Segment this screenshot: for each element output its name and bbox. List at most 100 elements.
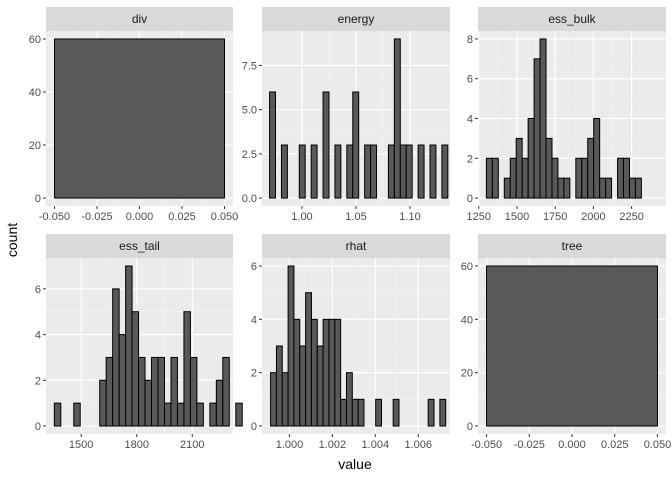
y-tick-label: 60 bbox=[461, 261, 473, 273]
histogram-bar bbox=[280, 144, 288, 199]
histogram-bar bbox=[351, 398, 359, 427]
x-tick-label: 1.004 bbox=[362, 439, 390, 451]
x-tick-label: -0.025 bbox=[81, 211, 112, 223]
histogram-bar bbox=[392, 398, 400, 427]
histogram-bar bbox=[599, 177, 607, 199]
histogram-bar bbox=[352, 91, 360, 199]
histogram-bar bbox=[112, 288, 120, 427]
facet-strip bbox=[478, 234, 666, 258]
histogram-bar bbox=[491, 157, 499, 199]
y-tick-label: 2 bbox=[467, 153, 473, 165]
histogram-bar bbox=[527, 118, 535, 199]
histogram-bar bbox=[298, 144, 306, 199]
histogram-bar bbox=[628, 177, 636, 199]
histogram-bar bbox=[54, 38, 225, 199]
histogram-bar bbox=[429, 144, 437, 199]
y-tick-label: 4 bbox=[251, 314, 257, 326]
histogram-bar bbox=[310, 318, 318, 427]
histogram-bar bbox=[270, 372, 277, 427]
y-tick-label: 7.5 bbox=[242, 60, 257, 72]
x-tick-label: 0.050 bbox=[644, 439, 672, 451]
facet-strip bbox=[46, 7, 233, 31]
histogram-bar bbox=[299, 345, 307, 427]
x-tick-label: 1250 bbox=[467, 211, 491, 223]
histogram-bar bbox=[533, 58, 541, 199]
histogram-bar bbox=[157, 356, 165, 427]
histogram-bar bbox=[593, 118, 601, 199]
histogram-bar bbox=[176, 402, 185, 427]
x-tick-label: 1.006 bbox=[404, 439, 432, 451]
x-tick-label: 2000 bbox=[581, 211, 605, 223]
histogram-bar bbox=[125, 265, 133, 427]
x-tick-label: 1.05 bbox=[345, 211, 366, 223]
x-tick-label: 1.10 bbox=[399, 211, 420, 223]
histogram-bar bbox=[634, 177, 642, 199]
histogram-bar bbox=[387, 144, 395, 199]
histogram-bar bbox=[73, 402, 81, 427]
histogram-bar bbox=[170, 356, 178, 427]
histogram-bar bbox=[439, 398, 447, 427]
histogram-bar bbox=[551, 157, 559, 199]
histogram-bar bbox=[364, 144, 372, 199]
y-tick-label: 60 bbox=[29, 34, 41, 46]
histogram-bar bbox=[340, 398, 347, 427]
y-tick-label: 2 bbox=[35, 375, 41, 387]
y-axis-title: count bbox=[4, 223, 20, 257]
y-tick-label: 4 bbox=[467, 114, 473, 126]
histogram-bar bbox=[441, 144, 449, 199]
histogram-bar bbox=[281, 372, 289, 427]
x-tick-label: 1750 bbox=[543, 211, 567, 223]
facet-strip bbox=[262, 7, 450, 31]
histogram-bar bbox=[293, 318, 301, 427]
y-tick-label: 0 bbox=[251, 421, 257, 433]
histogram-bar bbox=[163, 402, 172, 427]
histogram-bar bbox=[196, 402, 204, 427]
histogram-bar bbox=[215, 379, 224, 427]
y-tick-label: 20 bbox=[29, 140, 41, 152]
y-tick-label: 0 bbox=[467, 421, 473, 433]
histogram-bar bbox=[503, 177, 511, 199]
facet-strip-label: energy bbox=[338, 12, 375, 26]
histogram-bar bbox=[575, 157, 583, 199]
x-tick-label: 0.000 bbox=[558, 439, 586, 451]
facet-strip-label: rhat bbox=[346, 239, 367, 253]
facet-energy: energy 0.0 2.5 5.0 7.5 1.00 1.05 1.10 bbox=[242, 7, 450, 223]
histogram-bar bbox=[427, 398, 435, 427]
histogram-bar bbox=[399, 144, 407, 199]
facet-strip bbox=[262, 234, 450, 258]
x-tick-label: -0.025 bbox=[514, 439, 545, 451]
histogram-bar bbox=[485, 157, 493, 199]
histogram-bar bbox=[539, 38, 547, 199]
histogram-bar bbox=[486, 265, 658, 427]
histogram-bar bbox=[357, 398, 365, 427]
facet-strip-label: ess_tail bbox=[119, 239, 160, 253]
histogram-bar bbox=[53, 402, 62, 427]
x-tick-label: -0.050 bbox=[39, 211, 70, 223]
histogram-bar bbox=[183, 311, 191, 427]
facet-strip-label: ess_bulk bbox=[548, 12, 596, 26]
histogram-bar bbox=[144, 379, 153, 427]
histogram-bar bbox=[623, 157, 630, 199]
histogram-bar bbox=[235, 402, 243, 427]
histogram-bar bbox=[131, 311, 140, 427]
histogram-bar bbox=[393, 38, 401, 199]
x-tick-label: 1.002 bbox=[319, 439, 347, 451]
histogram-bar bbox=[209, 402, 217, 427]
histogram-bar bbox=[545, 137, 553, 199]
histogram-bar bbox=[417, 144, 425, 199]
x-tick-label: 0.000 bbox=[126, 211, 154, 223]
y-tick-label: 5.0 bbox=[242, 105, 257, 117]
histogram-bar bbox=[222, 356, 230, 427]
histogram-bar bbox=[105, 356, 114, 427]
y-tick-label: 0.0 bbox=[242, 193, 257, 205]
histogram-bar bbox=[328, 318, 336, 427]
x-tick-label: 0.025 bbox=[601, 439, 629, 451]
histogram-bar bbox=[275, 345, 283, 427]
x-tick-label: 1500 bbox=[69, 439, 93, 451]
histogram-bar bbox=[99, 379, 107, 427]
y-tick-label: 8 bbox=[467, 34, 473, 46]
histogram-bar bbox=[515, 137, 523, 199]
y-tick-label: 4 bbox=[35, 330, 41, 342]
histogram-bar bbox=[151, 356, 159, 427]
